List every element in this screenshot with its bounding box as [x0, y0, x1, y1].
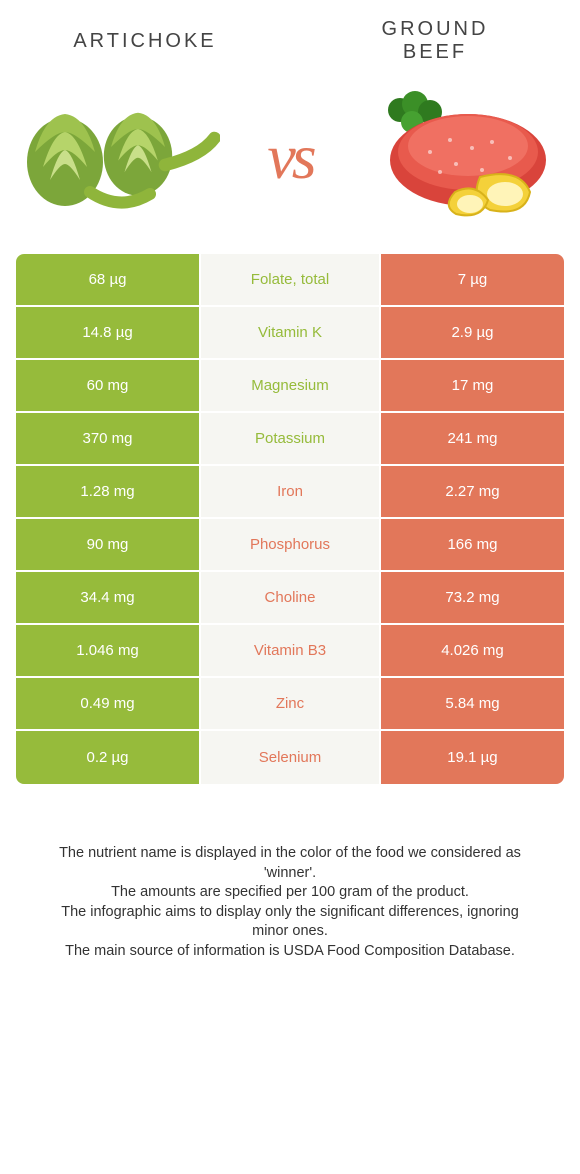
right-value-cell: 2.27 mg — [381, 466, 564, 519]
right-value-cell: 241 mg — [381, 413, 564, 466]
footnotes: The nutrient name is displayed in the co… — [0, 784, 580, 961]
right-food-title: GROUND BEEF — [290, 18, 540, 64]
nutrient-name-cell: Zinc — [199, 678, 381, 731]
table-row: 14.8 µgVitamin K2.9 µg — [16, 307, 564, 360]
right-value-cell: 5.84 mg — [381, 678, 564, 731]
footnote-line: The infographic aims to display only the… — [44, 903, 536, 942]
table-row: 1.046 mgVitamin B34.026 mg — [16, 625, 564, 678]
left-value-cell: 90 mg — [16, 519, 199, 572]
table-row: 34.4 mgCholine73.2 mg — [16, 572, 564, 625]
nutrient-name-cell: Selenium — [199, 731, 381, 784]
header: ARTICHOKE GROUND BEEF — [0, 0, 580, 72]
ground-beef-image — [360, 82, 560, 232]
nutrient-name-cell: Phosphorus — [199, 519, 381, 572]
nutrient-name-cell: Vitamin K — [199, 307, 381, 360]
table-row: 0.49 mgZinc5.84 mg — [16, 678, 564, 731]
table-row: 1.28 mgIron2.27 mg — [16, 466, 564, 519]
vs-label: vs — [267, 120, 312, 194]
right-value-cell: 166 mg — [381, 519, 564, 572]
right-value-cell: 17 mg — [381, 360, 564, 413]
nutrient-name-cell: Vitamin B3 — [199, 625, 381, 678]
right-value-cell: 7 µg — [381, 254, 564, 307]
left-food-title: ARTICHOKE — [40, 30, 290, 53]
artichoke-image — [20, 82, 220, 232]
nutrient-name-cell: Potassium — [199, 413, 381, 466]
table-row: 0.2 µgSelenium19.1 µg — [16, 731, 564, 784]
left-value-cell: 14.8 µg — [16, 307, 199, 360]
nutrient-name-cell: Iron — [199, 466, 381, 519]
hero-row: vs — [0, 72, 580, 254]
footnote-line: The nutrient name is displayed in the co… — [44, 844, 536, 883]
table-row: 68 µgFolate, total7 µg — [16, 254, 564, 307]
left-value-cell: 370 mg — [16, 413, 199, 466]
left-value-cell: 1.28 mg — [16, 466, 199, 519]
left-value-cell: 60 mg — [16, 360, 199, 413]
footnote-line: The main source of information is USDA F… — [44, 942, 536, 962]
right-value-cell: 73.2 mg — [381, 572, 564, 625]
left-value-cell: 68 µg — [16, 254, 199, 307]
left-value-cell: 0.2 µg — [16, 731, 199, 784]
comparison-table-wrap: 68 µgFolate, total7 µg14.8 µgVitamin K2.… — [0, 254, 580, 784]
left-value-cell: 0.49 mg — [16, 678, 199, 731]
right-value-cell: 4.026 mg — [381, 625, 564, 678]
table-row: 90 mgPhosphorus166 mg — [16, 519, 564, 572]
right-food-title-line1: GROUND — [382, 18, 489, 40]
right-food-title-line2: BEEF — [403, 41, 467, 63]
right-value-cell: 2.9 µg — [381, 307, 564, 360]
comparison-table: 68 µgFolate, total7 µg14.8 µgVitamin K2.… — [16, 254, 564, 784]
left-value-cell: 34.4 mg — [16, 572, 199, 625]
left-value-cell: 1.046 mg — [16, 625, 199, 678]
table-row: 60 mgMagnesium17 mg — [16, 360, 564, 413]
nutrient-name-cell: Folate, total — [199, 254, 381, 307]
footnote-line: The amounts are specified per 100 gram o… — [44, 883, 536, 903]
nutrient-name-cell: Choline — [199, 572, 381, 625]
right-value-cell: 19.1 µg — [381, 731, 564, 784]
nutrient-name-cell: Magnesium — [199, 360, 381, 413]
table-row: 370 mgPotassium241 mg — [16, 413, 564, 466]
